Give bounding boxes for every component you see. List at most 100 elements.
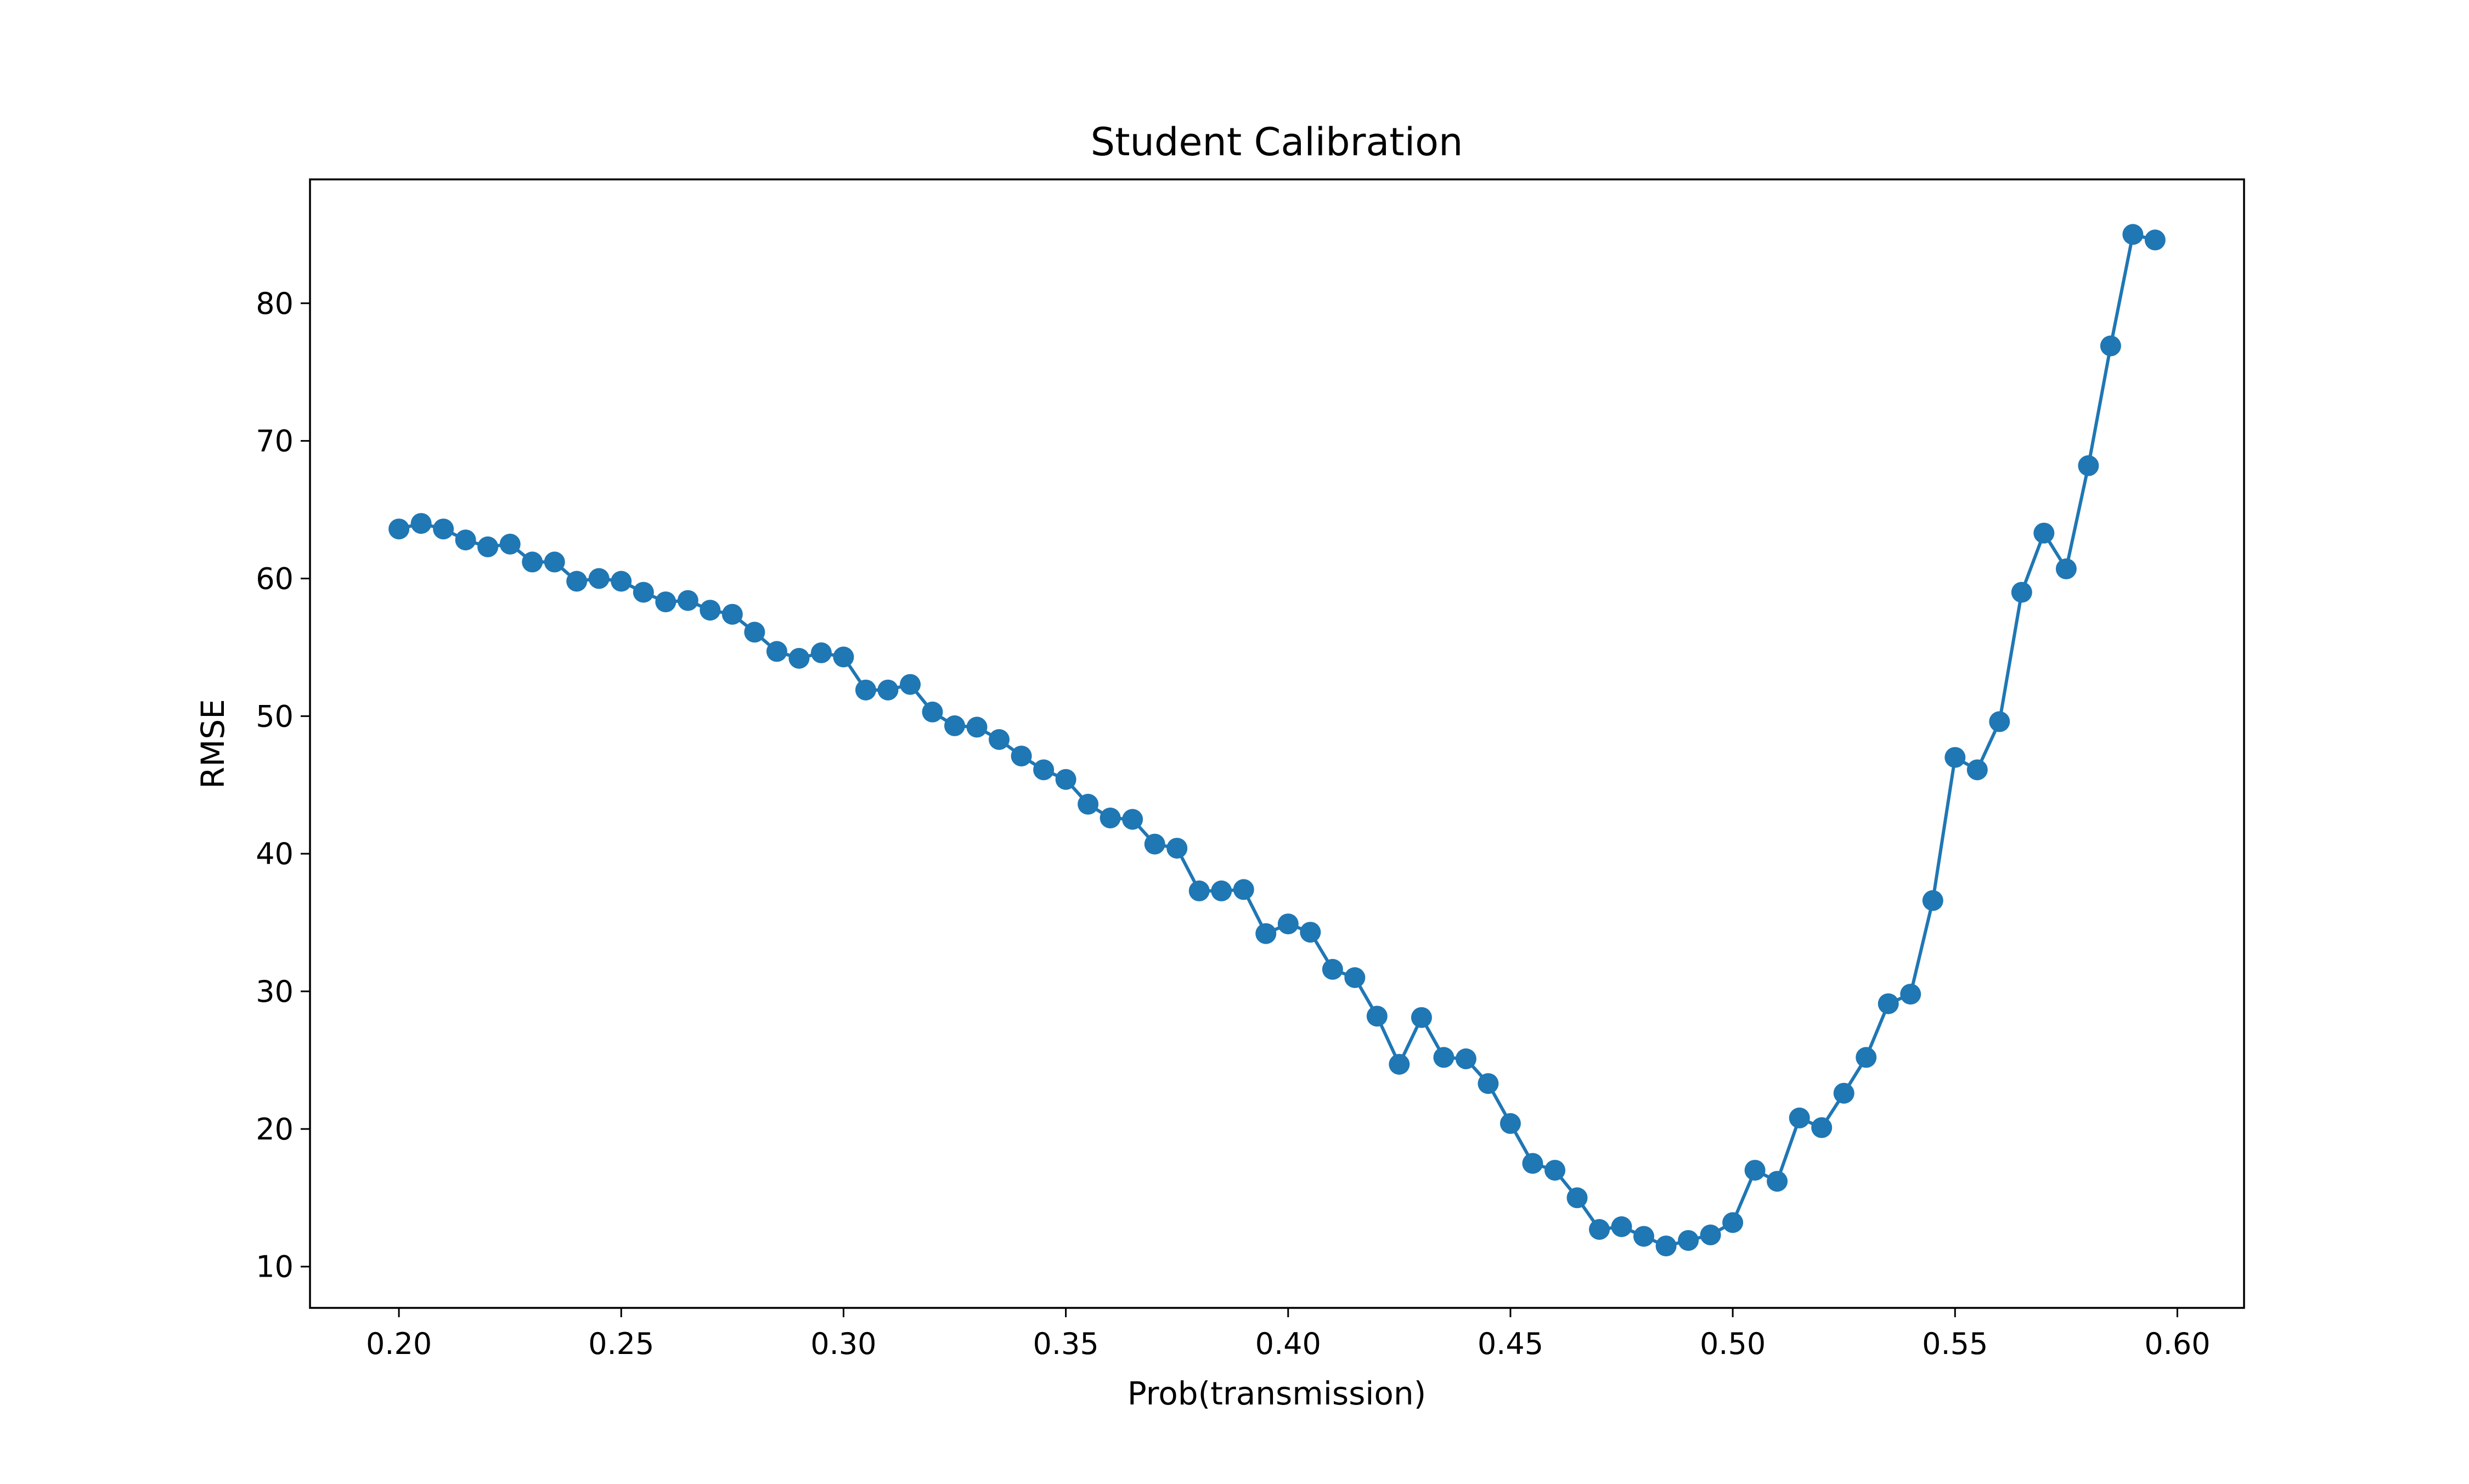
data-point bbox=[1655, 1235, 1677, 1257]
data-point bbox=[1611, 1216, 1632, 1237]
x-tick-label: 0.55 bbox=[1922, 1327, 1988, 1361]
y-tick-label: 60 bbox=[256, 561, 294, 596]
data-point bbox=[1144, 833, 1165, 855]
data-point bbox=[1522, 1153, 1543, 1174]
data-point bbox=[1922, 890, 1943, 911]
x-tick-label: 0.30 bbox=[810, 1327, 876, 1361]
data-point bbox=[1411, 1007, 1432, 1028]
y-axis-ticks: 10 20 30 40 50 60 70 80 bbox=[256, 286, 310, 1284]
data-point bbox=[1500, 1113, 1521, 1134]
data-point bbox=[677, 590, 698, 611]
data-point bbox=[611, 571, 632, 592]
y-tick-label: 80 bbox=[256, 286, 294, 321]
x-tick-label: 0.45 bbox=[1478, 1327, 1543, 1361]
data-point bbox=[2144, 229, 2166, 251]
data-point bbox=[1122, 809, 1143, 830]
data-point bbox=[499, 533, 521, 555]
data-point bbox=[1900, 984, 1921, 1005]
data-point bbox=[788, 648, 810, 669]
data-point bbox=[966, 716, 988, 738]
data-point bbox=[2100, 335, 2121, 357]
data-point bbox=[1322, 958, 1343, 980]
data-point bbox=[1966, 759, 1988, 781]
data-point bbox=[2011, 582, 2032, 603]
data-point bbox=[810, 642, 832, 663]
y-tick-label: 30 bbox=[256, 974, 294, 1009]
data-point bbox=[1589, 1219, 1610, 1240]
plot-frame bbox=[309, 178, 2245, 1309]
data-point bbox=[588, 568, 610, 589]
data-point bbox=[1389, 1054, 1410, 1075]
data-point bbox=[2122, 224, 2144, 245]
data-point bbox=[1078, 793, 1099, 815]
data-point bbox=[455, 529, 476, 551]
data-point bbox=[766, 641, 787, 662]
data-point bbox=[1300, 922, 1321, 943]
data-point bbox=[1833, 1082, 1854, 1104]
x-tick-label: 0.25 bbox=[588, 1327, 654, 1361]
data-point bbox=[1544, 1160, 1565, 1181]
data-point bbox=[1789, 1107, 1810, 1128]
data-point bbox=[1767, 1171, 1788, 1192]
data-point bbox=[566, 571, 588, 592]
y-tick-label: 20 bbox=[256, 1112, 294, 1147]
data-point bbox=[1433, 1047, 1455, 1068]
data-point bbox=[1455, 1048, 1476, 1069]
data-point bbox=[989, 729, 1010, 750]
chart-title: Student Calibration bbox=[1091, 120, 1463, 165]
data-point bbox=[1856, 1047, 1877, 1068]
x-tick-label: 0.35 bbox=[1033, 1327, 1098, 1361]
data-point bbox=[1344, 967, 1366, 988]
data-point bbox=[1878, 993, 1899, 1014]
x-tick-label: 0.60 bbox=[2144, 1327, 2210, 1361]
y-tick-label: 70 bbox=[256, 424, 294, 459]
data-point bbox=[855, 679, 876, 701]
data-point bbox=[2078, 455, 2099, 476]
data-point bbox=[522, 551, 543, 573]
data-point bbox=[1989, 711, 2010, 732]
y-tick-label: 10 bbox=[256, 1250, 294, 1284]
data-point bbox=[1233, 879, 1254, 900]
data-point bbox=[1678, 1230, 1699, 1251]
data-point bbox=[1033, 759, 1055, 781]
plot-data bbox=[388, 224, 2166, 1257]
x-tick-label: 0.40 bbox=[1255, 1327, 1321, 1361]
y-tick-label: 40 bbox=[256, 837, 294, 871]
data-point bbox=[1566, 1187, 1588, 1209]
data-point bbox=[1277, 913, 1299, 935]
x-tick-label: 0.50 bbox=[1700, 1327, 1766, 1361]
data-point bbox=[1011, 746, 1032, 767]
y-axis-label: RMSE bbox=[194, 699, 232, 789]
data-point bbox=[477, 536, 499, 557]
x-axis-ticks: 0.20 0.25 0.30 0.35 0.40 0.45 0.50 0.55 0.60 bbox=[366, 1308, 2211, 1361]
data-point bbox=[1188, 880, 1210, 901]
data-point bbox=[721, 603, 743, 625]
data-point bbox=[700, 600, 721, 621]
data-point bbox=[1722, 1212, 1744, 1233]
x-axis-label: Prob(transmission) bbox=[1128, 1375, 1427, 1412]
data-point bbox=[877, 679, 899, 701]
data-point bbox=[1055, 769, 1076, 790]
data-point bbox=[655, 591, 677, 613]
data-point bbox=[433, 518, 454, 540]
data-point bbox=[1700, 1225, 1721, 1245]
data-point bbox=[1944, 747, 1966, 768]
data-point bbox=[388, 518, 410, 540]
data-point bbox=[1633, 1226, 1654, 1247]
data-point bbox=[1211, 880, 1232, 901]
data-point bbox=[1366, 1006, 1388, 1027]
data-point bbox=[833, 646, 854, 668]
data-point bbox=[944, 715, 965, 736]
y-tick-label: 50 bbox=[256, 699, 294, 733]
data-point bbox=[2033, 522, 2055, 544]
data-point bbox=[2055, 558, 2077, 579]
data-point bbox=[1100, 808, 1121, 828]
data-point bbox=[744, 622, 765, 643]
x-tick-label: 0.20 bbox=[366, 1327, 432, 1361]
data-point bbox=[1744, 1160, 1766, 1181]
data-point bbox=[1255, 923, 1277, 944]
data-point bbox=[1478, 1073, 1499, 1094]
